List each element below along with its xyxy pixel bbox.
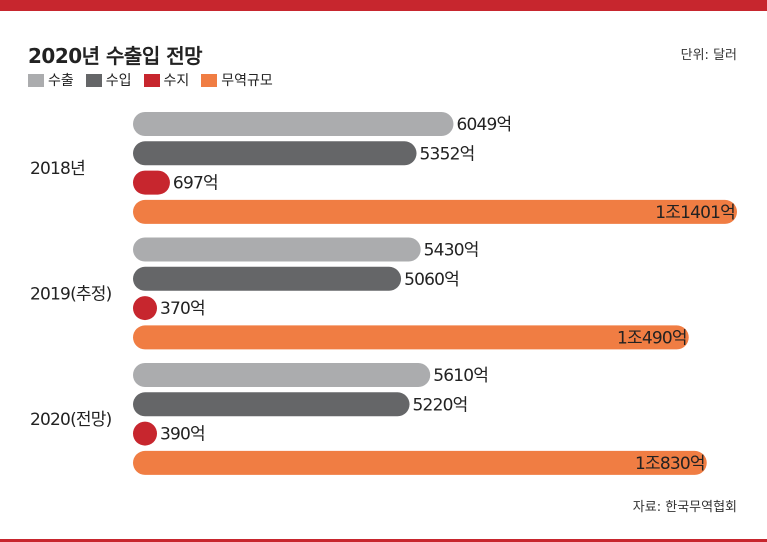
unit-label: 단위: 달러 — [680, 48, 737, 63]
legend-item-volume: 무역규모 — [201, 70, 273, 90]
data-label-volume: 1조490억 — [617, 328, 687, 348]
legend-swatch-import — [85, 73, 102, 87]
bar-export — [133, 363, 431, 387]
legend-label-balance: 수지 — [163, 73, 190, 89]
legend-swatch-export — [28, 73, 44, 87]
category-label: 2020(전망) — [30, 410, 112, 430]
data-label-balance: 697억 — [173, 174, 218, 194]
bar-volume — [133, 325, 689, 350]
legend-label-import: 수입 — [105, 73, 132, 89]
data-label-import: 5352억 — [420, 144, 475, 164]
data-label-balance: 370억 — [160, 299, 205, 319]
bar-export — [133, 112, 454, 136]
legend-item-balance: 수지 — [143, 70, 190, 90]
legend-label-volume: 무역규모 — [221, 73, 273, 89]
source-note: 자료: 한국무역협회 — [632, 500, 737, 515]
category-label: 2018년 — [30, 159, 85, 179]
legend-item-import: 수입 — [85, 70, 132, 90]
legend-swatch-volume — [201, 73, 218, 87]
data-label-export: 6049억 — [456, 115, 511, 135]
bar-volume — [133, 450, 707, 475]
legend-swatch-balance — [143, 73, 160, 87]
bar-balance — [133, 170, 170, 195]
bottom-accent-bar — [0, 539, 767, 542]
bar-export — [133, 237, 421, 262]
bar-import — [133, 266, 402, 291]
bar-balance — [133, 296, 157, 321]
bar-import — [133, 392, 410, 417]
bar-volume — [133, 199, 737, 224]
legend: 수출 수입 수지 무역규모 — [28, 70, 285, 90]
legend-item-export: 수출 — [28, 70, 74, 90]
data-label-volume: 1조1401억 — [655, 203, 735, 223]
data-label-volume: 1조830억 — [635, 454, 705, 474]
bar-import — [133, 141, 417, 166]
bar-balance — [133, 421, 157, 446]
legend-label-export: 수출 — [48, 73, 74, 89]
data-label-import: 5220억 — [413, 395, 468, 415]
data-label-balance: 390억 — [160, 425, 205, 445]
data-label-import: 5060억 — [404, 270, 459, 290]
data-label-export: 5610억 — [433, 366, 488, 386]
chart-title: 2020년 수출입 전망 — [28, 44, 203, 68]
data-label-export: 5430억 — [424, 241, 479, 261]
top-accent-bar — [0, 0, 767, 11]
category-label: 2019(추정) — [30, 284, 112, 304]
